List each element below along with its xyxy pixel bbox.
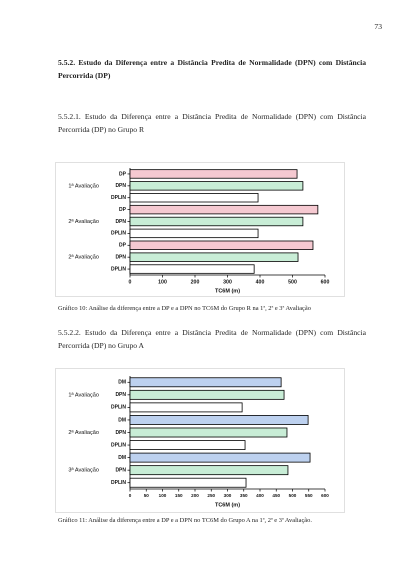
bar — [129, 477, 247, 488]
x-tick-label: 350 — [240, 493, 248, 498]
group-label: 2ª Avaliação — [68, 254, 99, 261]
x-axis-label: TC6M (m) — [215, 502, 240, 508]
bar-label: DPN — [115, 467, 126, 473]
group-label: 1ª Avaliação — [68, 391, 99, 398]
bar-label: DPN — [115, 392, 126, 398]
chart-frame — [55, 162, 345, 297]
bar-label: DP — [119, 243, 127, 249]
x-tick-label: 200 — [191, 279, 200, 285]
bar-label: DPLIN — [111, 480, 126, 486]
bar — [129, 264, 255, 274]
bar-label: DPLIN — [111, 442, 126, 448]
group-label: 3ª Avaliação — [68, 467, 99, 474]
bar — [129, 465, 289, 476]
x-tick-label: 200 — [191, 493, 199, 498]
x-tick-label: 500 — [289, 493, 297, 498]
x-tick-label: 600 — [321, 493, 329, 498]
bar — [129, 228, 259, 239]
bar — [129, 377, 282, 388]
bar-label: DPLIN — [111, 266, 126, 272]
bar — [129, 216, 304, 227]
bar-label: DPN — [115, 430, 126, 436]
bar-label: DM — [118, 417, 126, 423]
x-tick-label: 550 — [305, 493, 313, 498]
bar — [129, 415, 309, 425]
group-label: 2ª Avaliação — [68, 218, 99, 225]
bar-label: DPLIN — [111, 231, 126, 237]
subsection-heading: 5.5.2.1. Estudo da Diferença entre a Dis… — [58, 112, 366, 134]
x-tick-label: 100 — [158, 279, 167, 285]
bar-label: DM — [118, 380, 126, 386]
group-label: 1ª Avaliação — [68, 182, 99, 189]
x-tick-label: 150 — [175, 493, 183, 498]
chart: 0 50 100 150 200 250 300 350 400 450 500 550 600 TC6M… — [55, 368, 345, 513]
page-number: 73 — [374, 22, 382, 31]
bar — [129, 193, 259, 203]
subsection-heading: 5.5.2.2. Estudo da Diferença entre a Dis… — [58, 328, 366, 350]
x-axis-label: TC6M (m) — [215, 288, 240, 294]
bar-label: DP — [119, 207, 127, 213]
x-tick-label: 0 — [129, 493, 132, 498]
bar — [129, 204, 319, 215]
bar — [129, 389, 285, 400]
bar — [129, 440, 246, 450]
bar — [129, 181, 304, 191]
x-tick-label: 400 — [256, 279, 265, 285]
bar-label: DM — [118, 455, 126, 461]
x-tick-label: 400 — [256, 493, 264, 498]
bar-label: DP — [119, 171, 127, 177]
x-tick-label: 50 — [144, 493, 150, 498]
bar — [129, 169, 298, 179]
x-tick-label: 0 — [129, 279, 132, 285]
x-tick-label: 300 — [223, 279, 232, 285]
chart: 0 100 200 300 400 500 600 TC6M (m) 1ª Avaliação 2… — [55, 162, 345, 297]
bar-label: DPLIN — [111, 405, 126, 411]
bar-label: DPLIN — [111, 195, 126, 201]
section-heading: 5.5.2. Estudo da Diferença entre a Distâ… — [58, 58, 366, 80]
figure-caption: Gráfico 11: Análise da diferença entre a… — [58, 517, 312, 524]
bar — [129, 240, 314, 250]
chart-frame — [55, 368, 345, 513]
x-tick-label: 500 — [288, 279, 297, 285]
x-tick-label: 250 — [207, 493, 215, 498]
x-tick-label: 600 — [321, 279, 330, 285]
bar-label: DPN — [115, 183, 126, 189]
x-tick-label: 300 — [224, 493, 232, 498]
x-tick-label: 450 — [272, 493, 280, 498]
group-label: 2ª Avaliação — [68, 429, 99, 436]
bar — [129, 427, 288, 438]
bar — [129, 452, 311, 463]
bar — [129, 402, 243, 413]
bar — [129, 252, 299, 262]
bar-label: DPN — [115, 254, 126, 260]
bar-label: DPN — [115, 219, 126, 225]
x-tick-label: 100 — [159, 493, 167, 498]
figure-caption: Gráfico 10: Análise da diferença entre a… — [58, 305, 311, 312]
